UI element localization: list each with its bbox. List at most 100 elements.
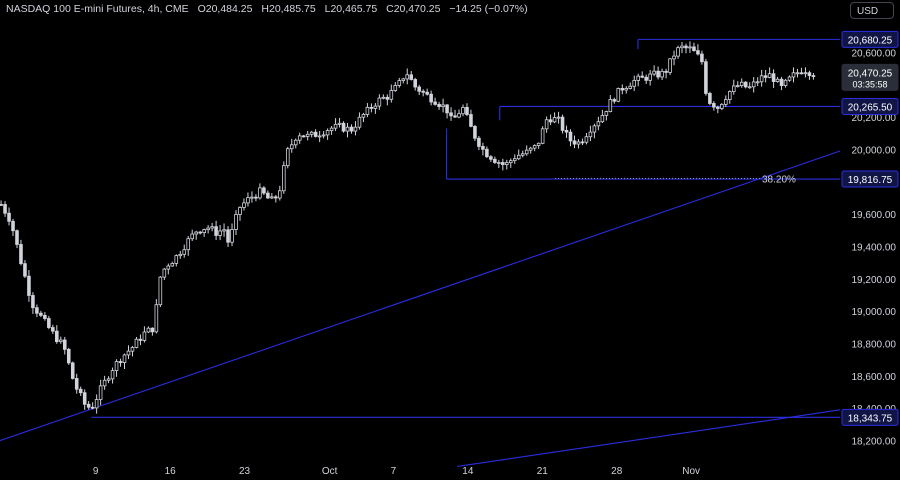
candle-body	[214, 226, 218, 236]
candle-body	[154, 304, 159, 333]
candle-body	[465, 107, 469, 115]
candle-body	[716, 106, 720, 109]
candle-body	[560, 116, 565, 131]
candle-body	[186, 238, 191, 251]
candle-body	[640, 75, 644, 78]
candle-body	[90, 406, 95, 409]
low-label: L	[324, 3, 331, 15]
candle-body	[461, 107, 465, 115]
candle-body	[811, 75, 816, 77]
candle-body	[787, 76, 792, 81]
candle-body	[162, 268, 167, 278]
candle-body	[31, 295, 35, 309]
candle-body	[433, 101, 437, 105]
candle-body	[385, 96, 390, 100]
candle-body	[771, 73, 776, 82]
candle-body	[497, 162, 501, 164]
candle-body	[676, 47, 680, 57]
candle-body	[712, 103, 716, 108]
candle-body	[656, 70, 660, 78]
candle-body	[596, 121, 601, 127]
candle-body	[524, 149, 529, 155]
candle-body	[576, 141, 581, 145]
candle-body	[540, 128, 545, 144]
candle-body	[807, 72, 812, 76]
change-value: −14.25 (−0.07%)	[449, 3, 528, 15]
candle-body	[130, 347, 135, 352]
candle-body	[341, 122, 346, 132]
candle-body	[305, 133, 310, 137]
candle-body	[668, 58, 672, 73]
candle-body	[94, 399, 99, 409]
candle-body	[174, 255, 179, 264]
candle-body	[692, 46, 696, 52]
candle-body	[684, 45, 688, 49]
candle-body	[301, 135, 306, 138]
candle-body	[799, 72, 804, 75]
level-price-label-text: 19,816.75	[848, 175, 893, 186]
candle-body	[11, 220, 15, 232]
level-price-label-box	[841, 30, 899, 48]
level-price-label-box	[841, 408, 899, 426]
candle-body	[425, 91, 429, 95]
currency-button[interactable]: USD	[850, 2, 894, 19]
last-price-box	[841, 63, 899, 91]
candle-body	[349, 126, 354, 132]
candle-body	[27, 275, 31, 296]
candle-body	[23, 263, 27, 277]
candle-body	[39, 312, 43, 316]
candle-body	[361, 114, 366, 118]
candle-body	[210, 226, 214, 229]
candle-body	[728, 91, 732, 100]
candle-body	[735, 85, 740, 88]
candle-body	[266, 192, 270, 199]
candle-body	[720, 103, 724, 109]
candle-body	[62, 339, 67, 350]
open-label: O	[197, 3, 206, 15]
candle-body	[473, 125, 477, 139]
candle-body	[445, 104, 449, 114]
candle-body	[628, 85, 633, 89]
candle-body	[325, 130, 330, 136]
candle-body	[242, 202, 246, 208]
x-tick-label: 9	[93, 466, 99, 477]
candle-body	[43, 314, 47, 319]
candle-body	[600, 115, 605, 123]
x-tick-label: 23	[239, 466, 251, 477]
candle-body	[775, 78, 780, 82]
candle-body	[724, 99, 728, 105]
candle-body	[397, 80, 402, 86]
level-price-label-box	[841, 170, 899, 188]
candle-body	[190, 233, 194, 240]
candle-body	[548, 119, 553, 123]
candle-body	[365, 106, 370, 115]
candle-body	[198, 231, 202, 234]
candle-body	[55, 330, 59, 343]
candle-body	[700, 53, 704, 63]
trendline	[0, 150, 841, 442]
candle-body	[660, 70, 664, 78]
candle-body	[353, 126, 358, 132]
candle-body	[182, 249, 187, 255]
x-tick-label: Oct	[322, 466, 338, 477]
candle-body	[680, 45, 684, 49]
candle-body	[134, 338, 139, 348]
candle-body	[457, 113, 461, 118]
high-label: H	[261, 3, 269, 15]
y-tick-label: 18,800.00	[852, 340, 897, 351]
open-value: 20,484.25	[205, 3, 253, 15]
candle-body	[7, 212, 11, 222]
symbol-header: NASDAQ 100 E-mini Futures, 4h, CME O20,4…	[6, 3, 528, 15]
candle-body	[258, 187, 262, 199]
candle-body	[313, 131, 318, 137]
candle-body	[333, 123, 338, 129]
candle-body	[278, 190, 282, 199]
candle-body	[47, 318, 51, 328]
candle-body	[644, 76, 648, 81]
x-tick-label: Nov	[682, 466, 700, 477]
candle-body	[481, 146, 485, 150]
candle-body	[345, 126, 350, 132]
candle-body	[114, 361, 119, 371]
candle-body	[672, 55, 676, 60]
